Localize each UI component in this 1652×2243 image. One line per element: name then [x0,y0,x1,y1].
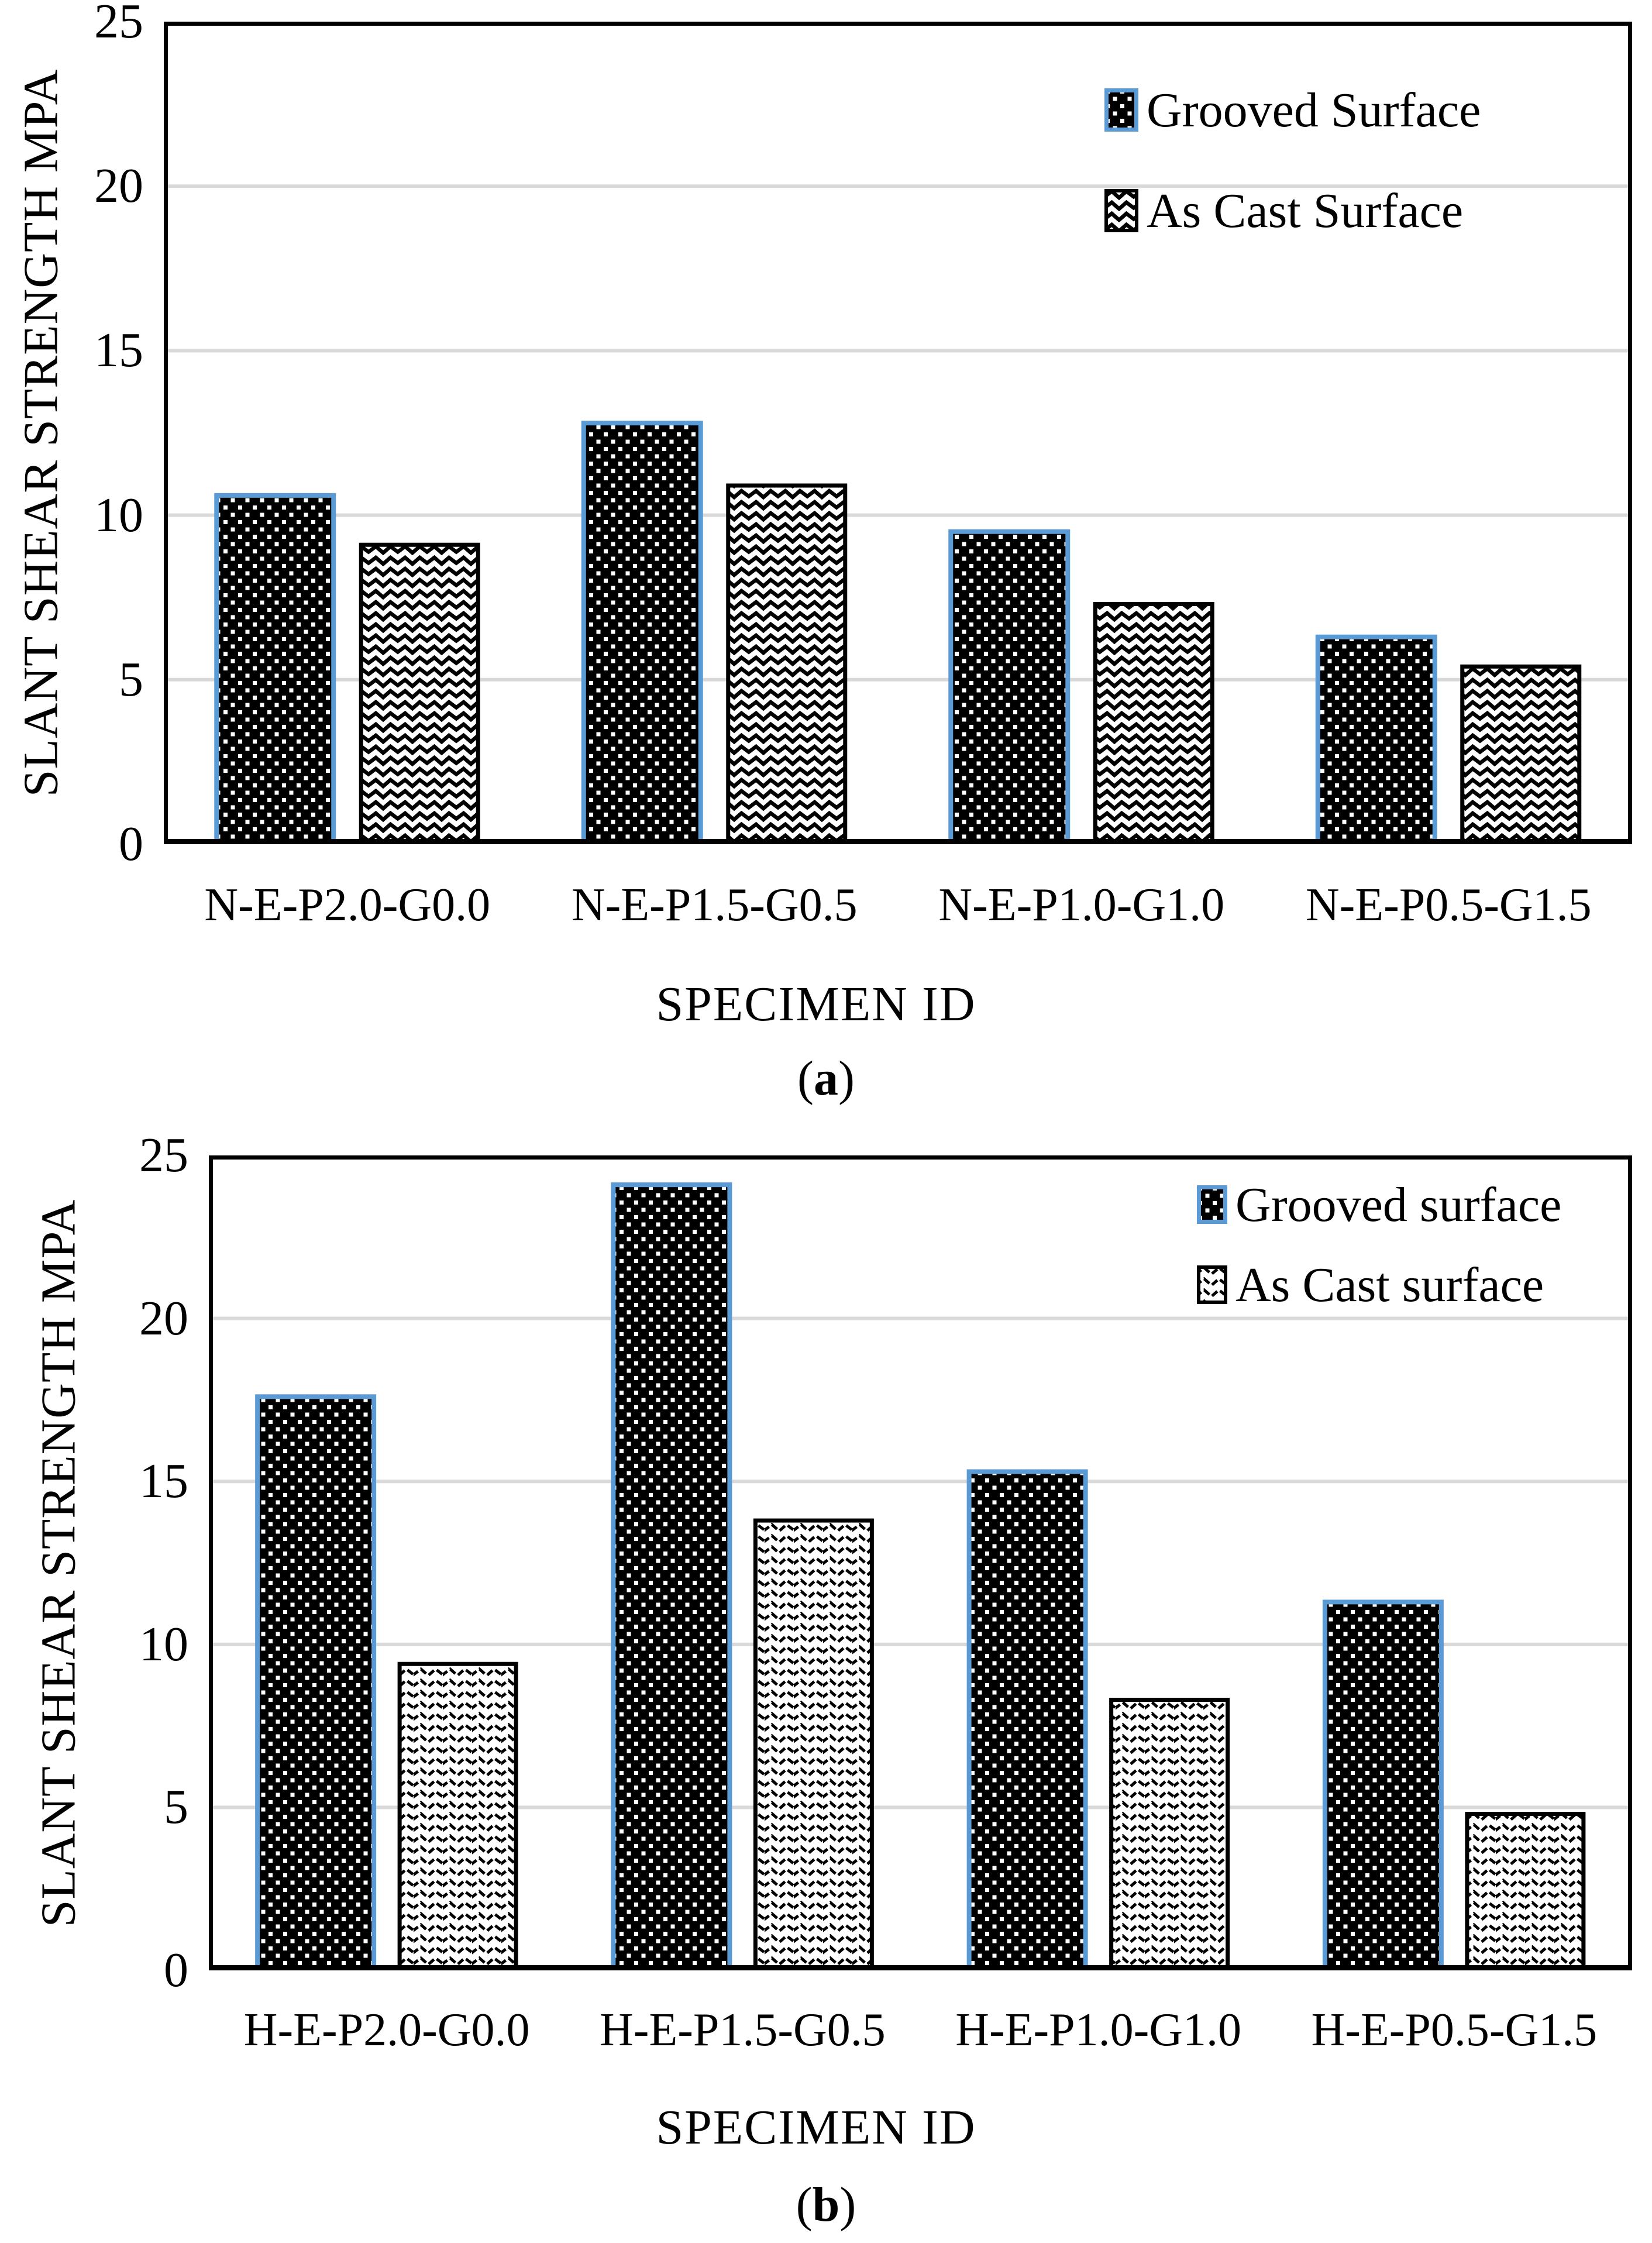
y-tick-label: 10 [139,1616,188,1671]
legend-label: As Cast Surface [1147,183,1464,238]
caption-a: (a) [0,1050,1652,1107]
chart-a: SLANT SHEAR STRENGTH MPA 0 5 10 15 20 25 N-E-… [0,0,1652,1107]
legend-label: Grooved surface [1235,1177,1562,1232]
x-axis-title: SPECIMEN ID [656,977,976,1031]
x-category-label: H-E-P1.5-G0.5 [599,2004,886,2056]
y-tick-label: 25 [94,0,143,49]
plot-canvas [164,22,1632,844]
caption-paren: ) [838,1051,855,1106]
legend-swatch-grooved-icon [1197,1185,1227,1224]
caption-b: (b) [0,2176,1652,2233]
bar-as_cast-H-E-P1.5-G0.5 [753,1518,874,1970]
legend-swatch-grooved-icon [1104,88,1138,132]
x-category-label: N-E-P1.0-G1.0 [938,879,1225,931]
plot-canvas [209,1155,1632,1970]
y-tick-label: 25 [139,1128,188,1182]
bar-grooved-N-E-P0.5-G1.5 [1315,634,1437,844]
chart-b: SLANT SHEAR STRENGTH MPA 0 5 10 15 20 25 H-E-… [0,1123,1652,2243]
caption-paren: ) [839,2177,856,2232]
legend-label: Grooved Surface [1147,82,1481,137]
bar-grooved-N-E-P2.0-G0.0 [214,493,336,844]
x-category-label: N-E-P0.5-G1.5 [1305,879,1592,931]
x-category-label: H-E-P2.0-G0.0 [243,2004,530,2056]
y-tick-label: 15 [139,1454,188,1509]
caption-paren: ( [797,1051,814,1106]
bar-grooved-H-E-P0.5-G1.5 [1322,1599,1444,1970]
x-category-label: H-E-P0.5-G1.5 [1311,2004,1598,2056]
y-tick-label: 5 [164,1780,188,1835]
bar-as_cast-N-E-P2.0-G0.0 [359,542,480,844]
bar-grooved-H-E-P1.5-G0.5 [611,1182,732,1970]
legend-swatch-as_cast-icon [1104,189,1138,232]
bar-grooved-H-E-P2.0-G0.0 [255,1394,377,1970]
x-category-label: H-E-P1.0-G1.0 [955,2004,1242,2056]
bar-grooved-N-E-P1.5-G0.5 [581,421,703,844]
y-tick-label: 5 [119,652,143,707]
bar-as_cast-H-E-P2.0-G0.0 [397,1661,518,1970]
caption-letter: b [812,2177,840,2232]
legend-item-grooved: Grooved Surface [1104,78,1481,142]
caption-paren: ( [796,2177,813,2232]
y-tick-label: 20 [139,1291,188,1346]
y-tick-label: 20 [94,159,143,214]
legend-item-as_cast: As Cast surface [1197,1253,1544,1317]
legend-item-grooved: Grooved surface [1197,1172,1561,1237]
legend-label: As Cast surface [1235,1257,1544,1312]
y-tick-label: 10 [94,487,143,542]
bar-grooved-N-E-P1.0-G1.0 [948,529,1071,844]
legend-item-as_cast: As Cast Surface [1104,178,1463,243]
y-tick-label: 0 [164,1943,188,1997]
bar-grooved-H-E-P1.0-G1.0 [966,1469,1088,1970]
bar-as_cast-N-E-P1.0-G1.0 [1093,601,1214,844]
y-tick-label: 0 [119,817,143,871]
y-tick-label: 15 [94,323,143,378]
x-axis-title: SPECIMEN ID [656,2100,976,2155]
x-category-label: N-E-P1.5-G0.5 [571,879,858,931]
caption-letter: a [814,1051,838,1106]
bar-as_cast-N-E-P0.5-G1.5 [1460,664,1582,844]
bar-as_cast-N-E-P1.5-G0.5 [726,483,848,844]
legend-swatch-as_cast-icon [1197,1265,1227,1304]
bar-as_cast-H-E-P0.5-G1.5 [1465,1812,1586,1970]
x-category-label: N-E-P2.0-G0.0 [204,879,491,931]
bar-as_cast-H-E-P1.0-G1.0 [1109,1698,1230,1970]
